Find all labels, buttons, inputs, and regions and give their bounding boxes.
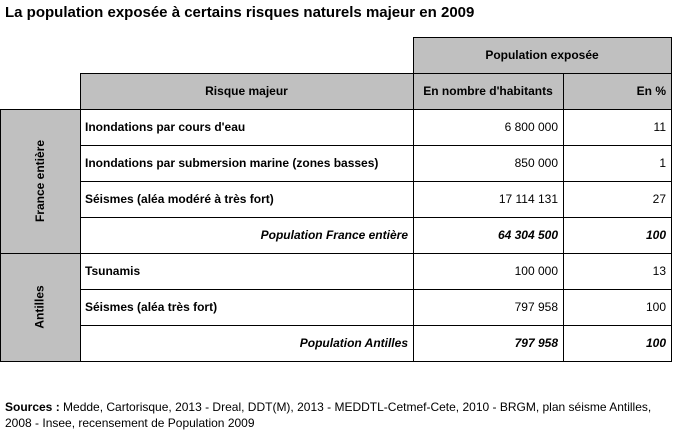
row-risk: Séismes (aléa modéré à très fort) bbox=[85, 192, 274, 206]
total-pct: 100 bbox=[645, 228, 666, 242]
page-title: La population exposée à certains risques… bbox=[5, 4, 475, 21]
header-population-exposee: Population exposée bbox=[485, 48, 599, 62]
table-border bbox=[80, 73, 672, 74]
header-nombre-habitants: En nombre d'habitants bbox=[423, 84, 553, 98]
total-count: 64 304 500 bbox=[497, 228, 558, 242]
row-count: 17 114 131 bbox=[498, 192, 558, 206]
sources-text: Medde, Cartorisque, 2013 - Dreal, DDT(M)… bbox=[5, 400, 652, 430]
table-border bbox=[80, 181, 672, 182]
table-border bbox=[671, 37, 672, 362]
header-risque-majeur: Risque majeur bbox=[205, 84, 288, 98]
row-count: 797 958 bbox=[514, 300, 558, 314]
row-pct: 1 bbox=[659, 156, 666, 170]
table-border bbox=[80, 145, 672, 146]
total-pct: 100 bbox=[645, 336, 666, 350]
row-count: 100 000 bbox=[514, 264, 558, 278]
row-count: 850 000 bbox=[514, 156, 558, 170]
table-border bbox=[80, 73, 81, 362]
total-label: Population France entière bbox=[260, 228, 408, 242]
total-count: 797 958 bbox=[514, 336, 558, 350]
table-border bbox=[413, 37, 672, 38]
sources-label: Sources : bbox=[5, 400, 60, 414]
header-row-bg bbox=[80, 73, 671, 109]
header-group-bg bbox=[413, 37, 671, 73]
sources-note: Sources : Medde, Cartorisque, 2013 - Dre… bbox=[5, 399, 675, 431]
table-border bbox=[0, 361, 672, 362]
row-pct: 11 bbox=[653, 120, 666, 134]
group-label-antilles-text: Antilles bbox=[33, 285, 47, 329]
row-risk: Tsunamis bbox=[85, 264, 141, 278]
group-label-bg-france bbox=[0, 109, 80, 253]
table-border bbox=[80, 289, 672, 290]
table-border bbox=[0, 109, 1, 362]
table-border bbox=[80, 325, 672, 326]
table-border bbox=[80, 217, 672, 218]
row-count: 6 800 000 bbox=[504, 120, 558, 134]
table-border bbox=[0, 253, 672, 254]
row-pct: 27 bbox=[652, 192, 666, 206]
group-label-antilles: Antilles bbox=[0, 253, 80, 361]
group-label-bg-antilles bbox=[0, 253, 80, 361]
header-pourcentage: En % bbox=[636, 84, 666, 98]
table-border bbox=[563, 73, 564, 362]
row-pct: 100 bbox=[645, 300, 666, 314]
row-pct: 13 bbox=[652, 264, 666, 278]
total-label: Population Antilles bbox=[299, 336, 408, 350]
row-risk: Inondations par submersion marine (zones… bbox=[85, 156, 379, 170]
row-risk: Séismes (aléa très fort) bbox=[85, 300, 218, 314]
group-label-france-text: France entière bbox=[33, 139, 48, 223]
row-risk: Inondations par cours d'eau bbox=[85, 120, 246, 134]
group-label-france: France entière bbox=[0, 109, 80, 253]
table-border bbox=[0, 109, 672, 110]
table-border bbox=[413, 37, 414, 362]
